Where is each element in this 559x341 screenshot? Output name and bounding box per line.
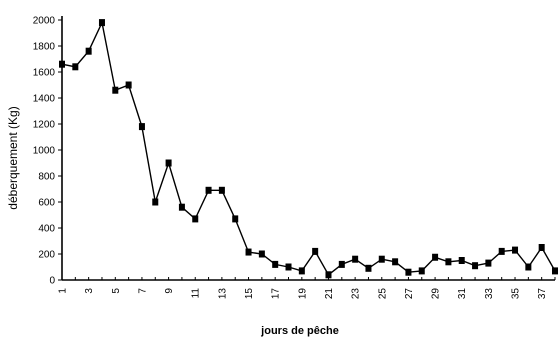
data-point	[205, 186, 212, 194]
data-point	[458, 257, 465, 264]
y-tick-label: 1000	[33, 146, 56, 157]
x-tick-label: 5	[111, 288, 122, 294]
data-point	[298, 267, 305, 275]
data-point	[165, 159, 172, 167]
x-tick-label: 37	[537, 288, 548, 300]
data-point	[338, 260, 345, 268]
data-point	[525, 263, 532, 271]
data-point	[498, 247, 505, 255]
series-markers	[59, 19, 558, 279]
data-point	[312, 247, 319, 255]
y-tick-label: 1400	[33, 94, 56, 105]
data-point	[432, 253, 439, 261]
data-point	[272, 260, 279, 268]
y-tick-label: 0	[49, 276, 55, 287]
data-point	[552, 267, 558, 275]
y-tick-label: 600	[38, 198, 55, 209]
y-tick-label: 1800	[33, 42, 56, 53]
data-point	[192, 215, 199, 223]
data-point	[378, 255, 385, 263]
data-point	[445, 258, 452, 266]
data-point	[365, 264, 372, 272]
data-point	[245, 248, 252, 256]
data-point	[285, 263, 292, 271]
y-tick-label: 800	[38, 172, 55, 183]
x-tick-label: 21	[324, 288, 335, 300]
data-point	[152, 198, 159, 206]
y-tick-label: 1200	[33, 120, 56, 131]
x-tick-label: 3	[84, 288, 95, 294]
x-tick-label: 15	[244, 288, 255, 300]
x-tick-label: 27	[404, 288, 415, 300]
y-tick-label: 2000	[33, 16, 56, 27]
data-point	[125, 81, 132, 89]
data-point	[85, 47, 92, 55]
x-tick-label: 1	[58, 288, 69, 294]
data-point	[538, 244, 545, 251]
data-point	[138, 123, 145, 131]
y-axis-ticks: 0 200 400 600 800 1000 1200 1400 1600 1800 2000	[33, 16, 62, 287]
x-tick-label: 33	[484, 288, 495, 300]
data-point	[112, 86, 119, 94]
y-tick-label: 400	[38, 224, 55, 235]
data-point	[485, 259, 492, 267]
data-point	[418, 267, 425, 275]
y-tick-label: 1600	[33, 68, 56, 79]
data-point	[512, 246, 519, 254]
x-axis-label: jours de pêche	[260, 325, 339, 337]
x-tick-label: 11	[191, 288, 202, 299]
y-tick-label: 200	[38, 250, 55, 261]
x-tick-label: 19	[297, 288, 308, 300]
data-point	[325, 271, 332, 279]
series-line	[61, 20, 556, 276]
data-point	[472, 262, 479, 270]
data-point	[392, 258, 399, 266]
x-tick-label: 7	[137, 288, 148, 294]
data-point	[98, 19, 105, 27]
data-point	[72, 63, 79, 71]
data-point	[405, 268, 412, 276]
x-tick-label: 31	[457, 288, 468, 300]
x-tick-label: 25	[377, 288, 388, 300]
data-point	[258, 250, 265, 258]
x-tick-label: 9	[164, 288, 175, 294]
data-point	[218, 186, 225, 194]
data-point	[178, 203, 185, 211]
x-tick-label: 17	[271, 288, 282, 300]
x-tick-label: 29	[431, 288, 442, 300]
y-axis-label: déberquement (Kg)	[6, 106, 20, 209]
data-point	[352, 255, 359, 263]
data-point	[232, 215, 239, 223]
x-tick-label: 35	[511, 288, 522, 300]
x-tick-label: 13	[217, 288, 228, 300]
x-axis-ticks: 1 3 5 7 9 11 13 15 17 19 21 23 25 27 29 31 33 35 37	[58, 277, 556, 299]
x-tick-label: 23	[351, 288, 362, 300]
data-point	[59, 60, 65, 68]
